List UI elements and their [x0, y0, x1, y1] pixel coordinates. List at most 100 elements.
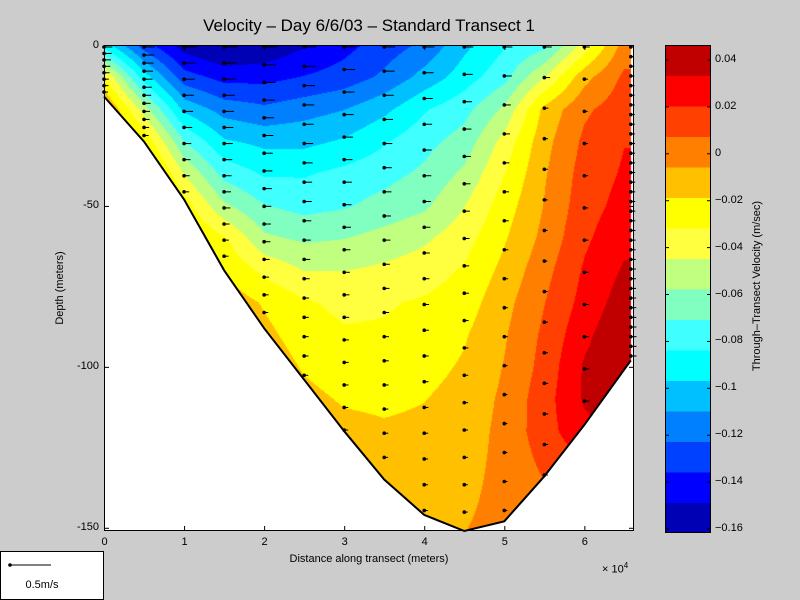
vector-origin-dot [542, 320, 547, 324]
vector-origin-dot [462, 373, 467, 378]
vector-origin-dot [502, 334, 507, 339]
colorbar-band [665, 380, 711, 412]
velocity-vector [382, 359, 389, 363]
vector-origin-dot [302, 296, 306, 300]
x-tick-label: 4 [421, 536, 428, 548]
velocity-vector [502, 363, 508, 368]
velocity-vector [262, 186, 272, 191]
x-tick-label: 0 [101, 536, 108, 548]
velocity-vector [302, 45, 317, 49]
vector-origin-dot [142, 93, 146, 98]
vector-origin-dot [262, 239, 266, 244]
velocity-vector [342, 428, 349, 432]
velocity-vector [422, 148, 432, 152]
vector-origin-dot [222, 109, 226, 114]
vector-origin-dot [542, 45, 547, 49]
velocity-vector [382, 190, 392, 194]
vector-origin-dot [628, 64, 633, 69]
vector-origin-dot [222, 93, 226, 98]
vector-origin-dot [462, 291, 467, 296]
vector-origin-dot [422, 225, 427, 230]
velocity-vector [182, 93, 194, 98]
vector-origin-dot [262, 80, 266, 85]
velocity-vector [628, 228, 636, 233]
vector-origin-dot [382, 93, 387, 98]
vector-origin-dot [302, 354, 306, 358]
velocity-vector [628, 180, 636, 184]
vector-origin-dot [422, 276, 427, 281]
vector-origin-dot [462, 510, 467, 514]
vector-origin-dot [582, 141, 587, 146]
velocity-vector [382, 262, 390, 267]
vector-origin-dot [182, 125, 186, 130]
velocity-vector [182, 173, 190, 178]
vector-origin-dot [502, 508, 507, 513]
velocity-vector [382, 286, 390, 291]
vector-origin-dot [182, 93, 186, 98]
vector-origin-dot [422, 148, 427, 152]
velocity-contour-field [104, 45, 634, 531]
colorbar-band [665, 411, 711, 442]
x-axis-label: Distance along transect (meters) [289, 553, 449, 565]
velocity-vector [342, 90, 355, 94]
velocity-vector [422, 276, 430, 281]
vector-origin-dot [382, 45, 387, 49]
vector-origin-dot [628, 199, 633, 204]
velocity-vector [302, 83, 316, 88]
velocity-vector [628, 276, 636, 281]
vector-origin-dot [628, 112, 633, 117]
vector-origin-dot [142, 61, 146, 65]
velocity-vector [302, 64, 316, 69]
velocity-vector [628, 170, 636, 175]
velocity-vector [502, 305, 508, 310]
velocity-vector [502, 219, 509, 223]
velocity-vector [182, 125, 193, 130]
colorbar-box [665, 45, 711, 533]
colorbar-band [665, 136, 711, 168]
vector-origin-dot [422, 508, 427, 513]
vector-origin-dot [628, 305, 633, 310]
velocity-vector [222, 109, 234, 114]
velocity-vector [422, 328, 429, 333]
velocity-vector [422, 70, 434, 75]
vector-origin-dot [542, 167, 547, 172]
vector-origin-dot [222, 238, 226, 242]
vector-origin-dot [342, 112, 346, 117]
x-tick-label: 2 [261, 536, 268, 548]
velocity-vector [582, 206, 589, 210]
vector-origin-dot [582, 334, 587, 339]
velocity-vector [302, 276, 310, 281]
vector-origin-dot [342, 90, 346, 94]
velocity-vector [422, 122, 433, 127]
velocity-vector [422, 96, 433, 101]
vector-origin-dot [302, 257, 306, 262]
velocity-vector [462, 510, 468, 514]
velocity-vector [582, 141, 588, 146]
velocity-vector [628, 112, 635, 117]
vector-origin-dot [302, 141, 306, 146]
velocity-vector [382, 431, 389, 436]
vector-origin-dot [302, 334, 306, 339]
vector-origin-dot [222, 157, 226, 162]
velocity-vector [382, 214, 391, 218]
colorbar-band [665, 75, 711, 107]
velocity-vector [262, 151, 273, 156]
vector-origin-dot [628, 276, 633, 281]
velocity-vector [142, 133, 149, 138]
colorbar-band [665, 197, 711, 229]
velocity-vector [382, 334, 390, 339]
velocity-vector [342, 202, 352, 207]
vector-origin-dot [422, 482, 427, 487]
velocity-vector [342, 338, 349, 342]
vector-origin-dot [628, 286, 633, 291]
vector-origin-dot [462, 455, 467, 460]
velocity-vector [182, 190, 190, 194]
colorbar-tick-label: −0.06 [715, 287, 743, 300]
vector-origin-dot [382, 310, 387, 315]
velocity-vector [542, 136, 548, 141]
vector-origin-dot [502, 74, 507, 78]
velocity-vector [542, 259, 548, 263]
vector-origin-dot [382, 359, 387, 363]
vector-origin-dot [302, 219, 306, 223]
vector-origin-dot [628, 54, 633, 59]
